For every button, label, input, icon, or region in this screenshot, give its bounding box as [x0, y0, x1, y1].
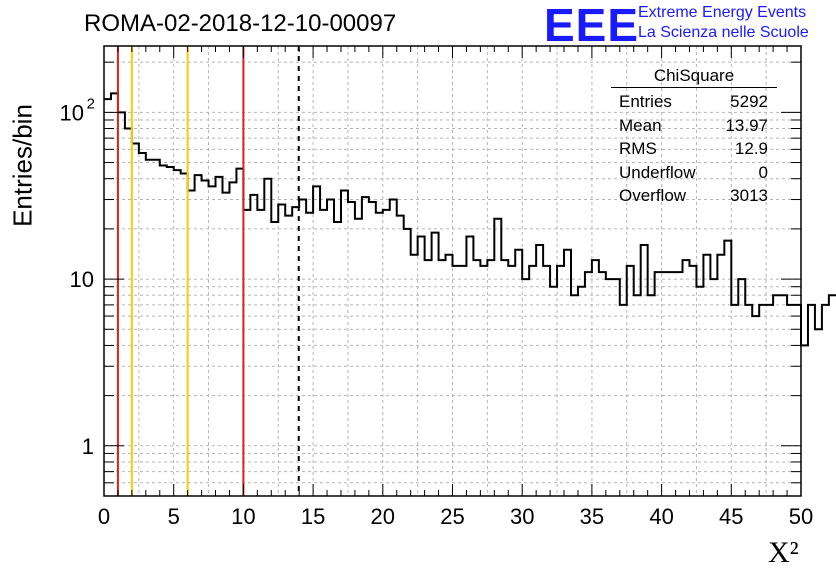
- y-tick-label: 10: [60, 100, 84, 125]
- eee-logo-mark: EEE: [544, 0, 640, 51]
- x-tick-label: 50: [789, 504, 813, 529]
- stats-box: ChiSquare Entries 5292 Mean 13.97 RMS 12…: [611, 66, 777, 208]
- y-tick-label: 10: [70, 267, 94, 292]
- stats-row-entries: Entries 5292: [611, 90, 777, 114]
- stats-label: Overflow: [619, 186, 687, 205]
- stats-row-underflow: Underflow 0: [611, 161, 777, 185]
- stats-value: 3013: [730, 186, 768, 205]
- x-tick-label: 20: [371, 504, 395, 529]
- stats-value: 5292: [730, 92, 768, 111]
- stats-label: Mean: [619, 115, 662, 135]
- stats-label: Entries: [619, 92, 672, 111]
- x-axis-label: Χ²: [768, 536, 799, 569]
- x-tick-label: 0: [98, 504, 110, 529]
- y-tick-exponent: 2: [87, 95, 95, 112]
- y-axis-label: Entries/bin: [7, 104, 38, 227]
- x-tick-label: 15: [301, 504, 325, 529]
- y-tick-label: 1: [82, 434, 94, 459]
- eee-logo-line1: Extreme Energy Events: [638, 4, 807, 21]
- stats-value: 13.97: [725, 115, 768, 135]
- x-tick-label: 5: [168, 504, 180, 529]
- stats-row-overflow: Overflow 3013: [611, 184, 777, 208]
- stats-row-rms: RMS 12.9: [611, 137, 777, 161]
- stats-label: RMS: [619, 139, 657, 158]
- chart-title: ROMA-02-2018-12-10-00097: [84, 10, 397, 37]
- x-tick-label: 45: [719, 504, 743, 529]
- stats-row-mean: Mean 13.97: [611, 114, 777, 138]
- stats-label: Underflow: [619, 162, 696, 182]
- stats-value: 12.9: [734, 139, 768, 158]
- x-tick-label: 30: [510, 504, 534, 529]
- x-tick-label: 25: [440, 504, 464, 529]
- stats-value: 0: [758, 162, 768, 182]
- x-tick-label: 40: [649, 504, 673, 529]
- eee-logo-line2: La Scienza nelle Scuole: [638, 24, 809, 41]
- x-tick-label: 35: [580, 504, 604, 529]
- stats-title: ChiSquare: [611, 66, 777, 88]
- x-tick-label: 10: [231, 504, 255, 529]
